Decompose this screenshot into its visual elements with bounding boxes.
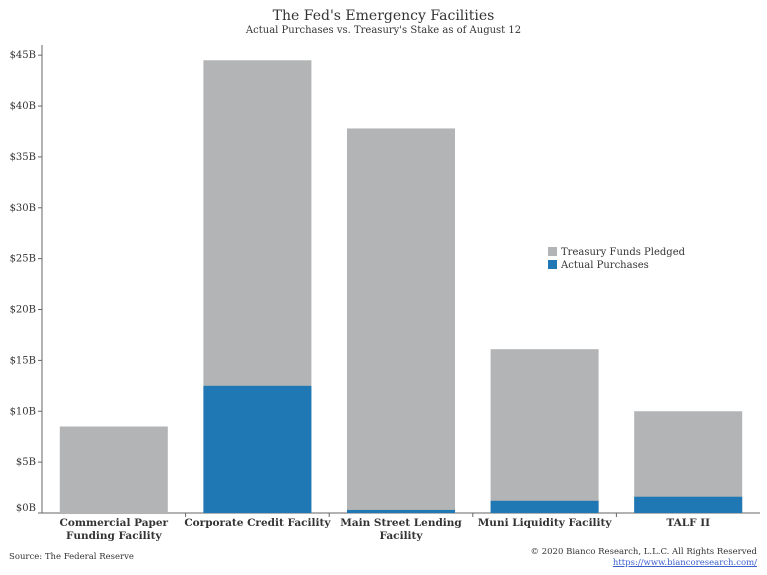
legend-label-treasury: Treasury Funds Pledged (561, 247, 686, 258)
y-tick-label: $10B (10, 406, 36, 417)
website-link[interactable]: https://www.biancoresearch.com/ (612, 558, 757, 568)
y-tick-label: $35B (10, 152, 36, 163)
y-tick-label: $45B (10, 50, 36, 61)
chart-subtitle: Actual Purchases vs. Treasury's Stake as… (245, 25, 522, 36)
x-tick-label: Corporate Credit Facility (184, 517, 331, 529)
bar-treasury-pledged (59, 426, 168, 513)
x-tick-label: Muni Liquidity Facility (478, 517, 613, 529)
y-tick-label: $15B (10, 355, 36, 366)
bar-treasury-pledged (634, 411, 743, 513)
y-tick-label: $0B (16, 503, 36, 514)
bar-actual-purchases (347, 509, 455, 513)
bar-actual-purchases (203, 385, 312, 513)
bar-treasury-pledged (347, 128, 455, 513)
x-tick-label: Commercial Paper Funding Facility (59, 517, 168, 542)
copyright-text: © 2020 Bianco Research, L.L.C. All Right… (530, 547, 757, 557)
legend-item-treasury: Treasury Funds Pledged (548, 247, 685, 258)
y-tick-label: $30B (10, 203, 36, 214)
x-tick-label: TALF II (666, 517, 710, 529)
legend-swatch-actual (548, 260, 557, 269)
y-tick-label: $20B (10, 305, 36, 316)
copyright-block: © 2020 Bianco Research, L.L.C. All Right… (531, 547, 757, 569)
legend-label-actual: Actual Purchases (561, 260, 649, 271)
x-tick-label: Main Street Lending Facility (340, 517, 462, 542)
source-note: Source: The Federal Reserve (9, 552, 134, 562)
bar-actual-purchases (634, 496, 743, 513)
y-tick-label: $25B (10, 254, 36, 265)
bar-actual-purchases (490, 500, 599, 513)
y-tick-label: $5B (16, 457, 36, 468)
legend-swatch-treasury (548, 247, 557, 256)
chart-title: The Fed's Emergency Facilities (272, 8, 495, 24)
y-tick-label: $40B (10, 101, 36, 112)
bar-treasury-pledged (490, 349, 599, 513)
legend-item-actual: Actual Purchases (548, 260, 649, 271)
